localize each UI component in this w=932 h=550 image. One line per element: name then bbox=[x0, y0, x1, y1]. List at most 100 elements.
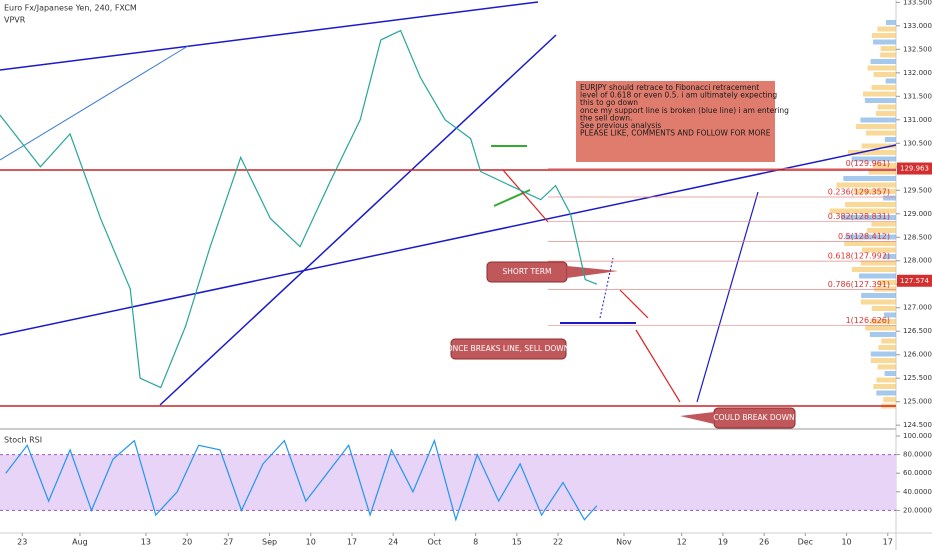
volume-bar bbox=[880, 46, 896, 51]
volume-bar bbox=[851, 267, 896, 272]
indicator-label: VPVR bbox=[4, 16, 26, 25]
volume-bar bbox=[884, 312, 896, 318]
fib-label: 0.382(128.831) bbox=[828, 212, 890, 221]
volume-bar bbox=[859, 273, 896, 279]
volume-bar bbox=[847, 150, 896, 155]
y-tick-label: 125.000 bbox=[903, 398, 932, 406]
volume-bar bbox=[873, 72, 896, 77]
volume-bar bbox=[864, 98, 896, 103]
y-tick-label: 126.500 bbox=[903, 327, 932, 335]
y-tick-label: 127.000 bbox=[903, 304, 932, 312]
volume-bar bbox=[860, 260, 896, 266]
trend-line bbox=[0, 1, 539, 71]
volume-bar bbox=[843, 176, 896, 181]
volume-bar bbox=[877, 280, 896, 285]
volume-bar bbox=[851, 156, 896, 162]
y-tick-label: 133.500 bbox=[903, 0, 932, 6]
y-tick-label: 132.500 bbox=[903, 45, 932, 53]
x-tick-label: 26 bbox=[759, 538, 769, 547]
volume-bar bbox=[884, 371, 896, 376]
price-tag-label: 129.963 bbox=[900, 165, 929, 173]
volume-bar bbox=[862, 91, 896, 97]
volume-bar bbox=[883, 195, 896, 201]
volume-bar bbox=[876, 377, 896, 383]
x-tick-label: Aug bbox=[72, 538, 88, 547]
volume-bar bbox=[861, 293, 896, 298]
fib-label: 0.5(128.412) bbox=[838, 232, 890, 241]
x-tick-label: 22 bbox=[553, 538, 563, 547]
volume-bar bbox=[860, 299, 896, 305]
annotation-text: EURJPY should retrace to Fibonacci retra… bbox=[580, 83, 789, 138]
volume-bar bbox=[845, 234, 896, 240]
callout bbox=[450, 338, 567, 360]
volume-profile bbox=[829, 20, 896, 409]
y-tick-label: 124.500 bbox=[903, 421, 932, 429]
volume-bar bbox=[878, 345, 896, 350]
volume-bar bbox=[873, 286, 896, 292]
volume-bar bbox=[877, 104, 896, 110]
price-line bbox=[0, 29, 598, 389]
volume-bar bbox=[853, 189, 896, 194]
y-tick-label: 133.000 bbox=[903, 22, 932, 30]
volume-bar bbox=[872, 33, 896, 38]
x-tick-label: 10 bbox=[841, 538, 851, 547]
volume-bar bbox=[836, 182, 896, 188]
annotation-box bbox=[576, 81, 775, 162]
volume-bar bbox=[841, 215, 896, 220]
indicator-title: Stoch RSI bbox=[4, 436, 42, 445]
volume-bar bbox=[870, 59, 896, 64]
price-tag bbox=[897, 162, 932, 175]
price-tag-label: 127.574 bbox=[900, 277, 929, 285]
volume-bar bbox=[861, 143, 896, 149]
volume-bar bbox=[876, 390, 896, 396]
y-tick-label: 129.000 bbox=[903, 210, 932, 218]
x-tick-label: 15 bbox=[512, 538, 522, 547]
chart-title: Euro Fx/Japanese Yen, 240, FXCM bbox=[4, 4, 137, 13]
volume-bar bbox=[877, 26, 896, 32]
volume-bar bbox=[880, 52, 896, 58]
x-tick-label: 10 bbox=[306, 538, 316, 547]
arrow bbox=[619, 289, 649, 319]
annotation-line: once my support line is broken (blue lin… bbox=[580, 106, 789, 115]
volume-bar bbox=[883, 397, 896, 402]
callout-text: COULD BREAK DOWN bbox=[713, 413, 794, 422]
x-tick-label: 17 bbox=[347, 538, 357, 547]
fib-label: 0.618(127.992) bbox=[828, 252, 890, 261]
volume-bar bbox=[877, 364, 896, 370]
trend-line bbox=[159, 34, 557, 406]
volume-bar bbox=[873, 384, 896, 389]
x-tick-label: Nov bbox=[616, 538, 632, 547]
callout-pointer bbox=[567, 266, 618, 278]
x-tick-label: 13 bbox=[141, 538, 151, 547]
volume-bar bbox=[884, 137, 896, 142]
fib-label: 0(129.961) bbox=[846, 159, 890, 168]
x-tick-label: Sep bbox=[262, 538, 277, 547]
x-tick-label: 27 bbox=[223, 538, 233, 547]
arrow bbox=[502, 169, 549, 223]
volume-bar bbox=[866, 228, 896, 233]
trend-line bbox=[0, 45, 189, 161]
y-tick-label: 128.000 bbox=[903, 257, 932, 265]
volume-bar bbox=[870, 358, 896, 363]
annotation-line: the sell down. bbox=[580, 113, 632, 122]
x-tick-label: 8 bbox=[473, 538, 478, 547]
volume-bar bbox=[845, 202, 896, 207]
volume-bar bbox=[886, 20, 896, 25]
y-tick-label: 128.500 bbox=[903, 233, 932, 241]
volume-bar bbox=[871, 306, 896, 311]
volume-bar bbox=[881, 338, 896, 344]
volume-bar bbox=[861, 247, 896, 253]
y-tick-label: 60.0000 bbox=[903, 469, 932, 477]
volume-bar bbox=[865, 325, 896, 331]
x-tick-label: 23 bbox=[17, 538, 27, 547]
y-tick-label: 131.000 bbox=[903, 116, 932, 124]
y-tick-label: 20.0000 bbox=[903, 506, 932, 514]
annotation-line: PLEASE LIKE, COMMENTS AND FOLLOW FOR MOR… bbox=[580, 129, 771, 138]
callout-pointer bbox=[680, 412, 714, 424]
volume-bar bbox=[865, 130, 896, 136]
volume-bar bbox=[871, 221, 896, 227]
volume-bar bbox=[883, 254, 896, 259]
callout-text: ONCE BREAKS LINE, SELL DOWN bbox=[447, 344, 570, 353]
stoch-band bbox=[0, 454, 896, 511]
y-tick-label: 132.000 bbox=[903, 69, 932, 77]
